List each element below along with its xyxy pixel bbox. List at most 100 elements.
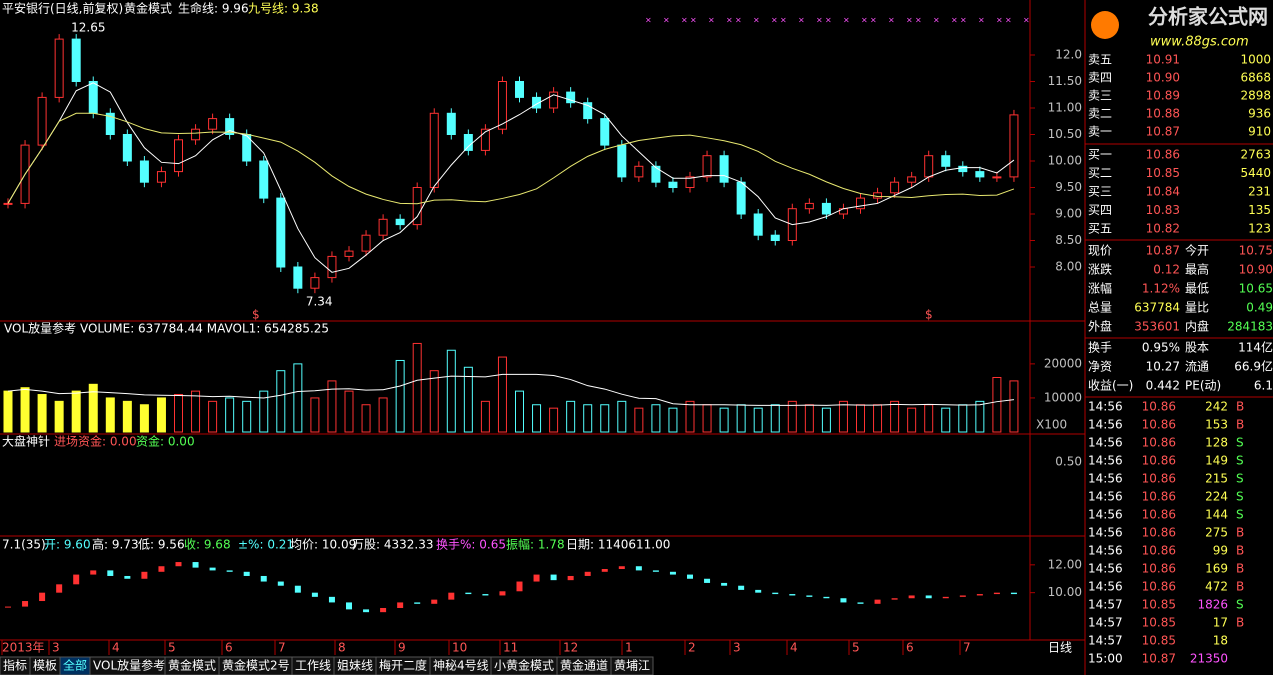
volume-unit: X100 [1036, 418, 1067, 432]
tab-label[interactable]: 梅开二度 [379, 658, 427, 673]
tab-label[interactable]: 神秘4号线 [433, 659, 489, 673]
stat-value: 637784 [1134, 301, 1180, 315]
candle [37, 96, 47, 146]
tab-label[interactable]: VOL放量参考 [93, 658, 165, 673]
stat-value: 0.442 [1146, 379, 1180, 393]
candle [105, 112, 115, 136]
index-candle [1010, 592, 1017, 595]
date-label: 5 [168, 641, 176, 655]
tab-label[interactable]: 指标 [3, 658, 27, 673]
date-label: 2013年 [2, 641, 45, 655]
index-candle [465, 592, 472, 595]
candle [412, 187, 422, 226]
date-label: 6 [906, 641, 914, 655]
volume-bar [20, 387, 30, 433]
tab-label[interactable]: 模板 [33, 659, 57, 673]
book-price: 10.89 [1146, 89, 1180, 103]
volume-bar [191, 390, 201, 433]
stat-label: 量比 [1185, 301, 1209, 315]
trade-volume: 472 [1205, 580, 1228, 594]
index-candle [243, 571, 250, 576]
tab[interactable] [610, 656, 654, 675]
trade-price: 10.85 [1142, 598, 1176, 612]
tab-label[interactable]: 工作线 [295, 659, 331, 673]
logo-url: www.88gs.com [1150, 35, 1249, 50]
volume-bar [651, 404, 661, 433]
book-price: 10.88 [1146, 107, 1180, 121]
stat-value: 10.75 [1239, 244, 1273, 258]
stat-value: 0.49 [1246, 301, 1273, 315]
candle [736, 181, 746, 215]
tab-label[interactable]: 黄金模式 [168, 658, 216, 673]
volume-bar [958, 404, 968, 433]
y-tick-label: 10.00 [1048, 585, 1082, 599]
tab-label[interactable]: 全部 [63, 658, 87, 673]
index-candle [891, 598, 898, 600]
candle [992, 176, 1002, 179]
marker: × [726, 16, 733, 25]
trade-side: S [1236, 508, 1244, 522]
marker: × [906, 16, 913, 25]
index-candle [482, 594, 489, 596]
fund: 资金: 0.00 [136, 434, 195, 449]
trade-side: B [1236, 580, 1244, 594]
candle [293, 266, 303, 289]
marker: × [708, 16, 715, 25]
volume-bar [566, 400, 576, 433]
trade-time: 14:56 [1088, 544, 1123, 558]
candle [821, 202, 831, 215]
volume-bar [122, 400, 132, 433]
index-field: 收: 9.68 [184, 538, 231, 552]
date-label: 6 [225, 641, 233, 655]
volume-bar [549, 407, 559, 433]
tab-label[interactable]: 小黄金模式 [494, 658, 554, 673]
trade-price: 10.86 [1142, 562, 1176, 576]
index-candle [107, 570, 114, 576]
trade-volume: 21350 [1190, 652, 1228, 666]
volume-bar [856, 404, 865, 433]
marker: × [1023, 16, 1030, 25]
stat-label: 现价 [1088, 244, 1112, 258]
volume-bar [583, 404, 593, 433]
date-label: 3 [52, 641, 60, 655]
volume-bar [156, 397, 166, 433]
candle [122, 134, 132, 162]
trade-time: 14:56 [1088, 580, 1123, 594]
trade-side: B [1236, 400, 1244, 414]
tab-label[interactable]: 黄埔江 [614, 659, 650, 673]
volume-bar [480, 400, 490, 433]
trade-side: S [1236, 454, 1244, 468]
tab-label[interactable]: 黄金通道 [560, 658, 608, 673]
marker: × [816, 16, 823, 25]
tab-label[interactable]: 姐妹线 [337, 659, 373, 673]
index-candle [448, 592, 455, 600]
book-price: 10.90 [1146, 71, 1180, 85]
y-tick-label: 11.00 [1048, 101, 1082, 115]
trade-side: S [1236, 472, 1244, 486]
marker: × [690, 16, 697, 25]
candle [378, 218, 388, 236]
marker: × [681, 16, 688, 25]
trade-side: B [1236, 562, 1244, 576]
volume-bar [702, 404, 712, 433]
candle [924, 155, 934, 178]
book-price: 10.85 [1146, 166, 1180, 180]
volume-bar [54, 400, 64, 433]
signal: $ [925, 308, 933, 322]
index-candle [56, 584, 63, 593]
volume-bar [37, 394, 47, 433]
marker: × [753, 16, 760, 25]
nine-line: 九号线: 9.38 [248, 2, 319, 16]
tab-label[interactable]: 黄金模式2号 [222, 658, 290, 673]
date-label: 4 [790, 641, 798, 655]
y-tick-label: 8.50 [1055, 233, 1082, 247]
trade-time: 14:56 [1088, 418, 1123, 432]
volume-bar [873, 404, 883, 433]
volume-bar [600, 404, 610, 433]
candle [208, 118, 218, 130]
book-price: 10.82 [1146, 222, 1180, 236]
index-candle [22, 601, 29, 607]
index-candle [942, 596, 949, 599]
y-tick-label: 10000 [1044, 390, 1082, 404]
